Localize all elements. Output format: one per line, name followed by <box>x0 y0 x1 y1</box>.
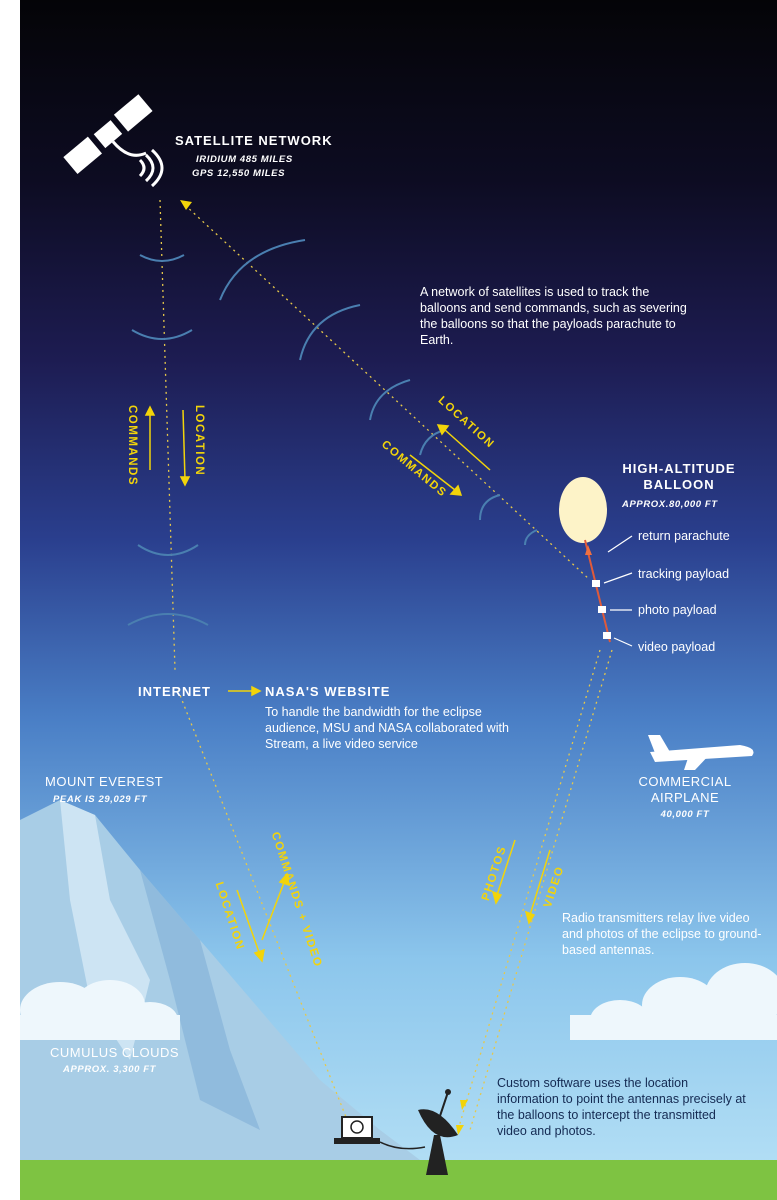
ground-description: Custom software uses the location inform… <box>497 1075 747 1139</box>
page: Balloon communications infographic {"sat… <box>0 0 777 1200</box>
commands-label: COMMANDS <box>124 405 140 486</box>
artwork <box>0 0 777 1200</box>
payload <box>598 606 606 613</box>
everest-title: MOUNT EVEREST <box>45 774 163 790</box>
location-label: LOCATION <box>191 405 207 476</box>
internet-label: INTERNET <box>138 684 211 700</box>
satellite-title: SATELLITE NETWORK <box>175 133 333 149</box>
satellite-gps: GPS 12,550 MILES <box>192 166 285 182</box>
website-label: NASA'S WEBSITE <box>265 684 390 700</box>
internet-description: To handle the bandwidth for the eclipse … <box>265 704 515 752</box>
balloon <box>559 477 607 543</box>
ground <box>20 1160 777 1200</box>
part-label: tracking payload <box>638 566 729 582</box>
clouds-title: CUMULUS CLOUDS <box>50 1045 179 1061</box>
payload <box>603 632 611 639</box>
part-label: video payload <box>638 639 715 655</box>
satellite-description: A network of satellites is used to track… <box>420 284 695 348</box>
body: SATELLITE NETWORK IRIDIUM 485 MILES GPS … <box>0 0 777 1200</box>
airplane-height: 40,000 FT <box>625 807 745 823</box>
payload <box>592 580 600 587</box>
part-label: photo payload <box>638 602 717 618</box>
clouds-height: APPROX. 3,300 FT <box>63 1062 156 1078</box>
radio-description: Radio transmitters relay live video and … <box>562 910 772 958</box>
part-label: return parachute <box>638 528 730 544</box>
balloon-title: HIGH-ALTITUDE BALLOON <box>604 461 754 493</box>
everest-height: PEAK IS 29,029 FT <box>53 792 147 808</box>
balloon-altitude: APPROX.80,000 FT <box>622 497 718 513</box>
infographic: SATELLITE NETWORK IRIDIUM 485 MILES GPS … <box>0 0 777 1200</box>
airplane-title: COMMERCIAL AIRPLANE <box>625 774 745 806</box>
